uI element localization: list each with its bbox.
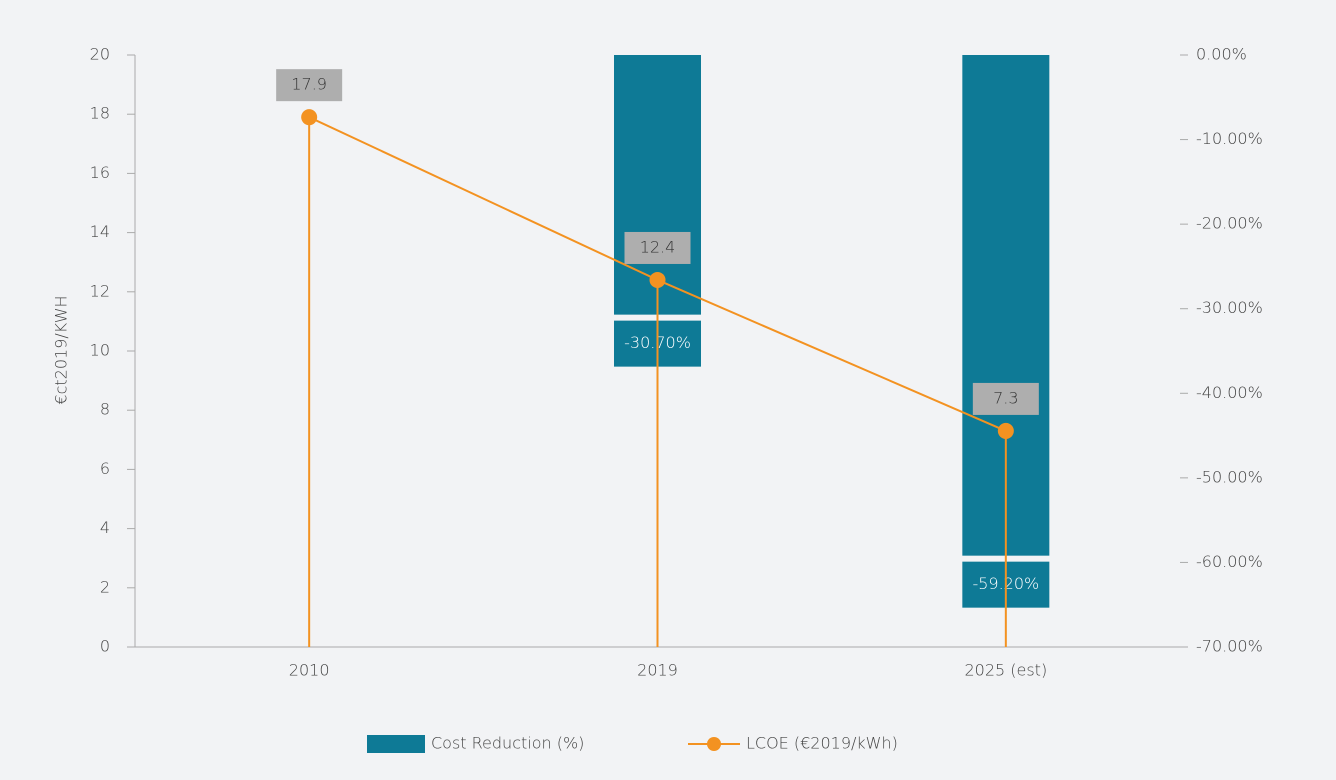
value-label: 7.3: [993, 388, 1018, 407]
y-tick-label: 2: [100, 577, 110, 596]
y-tick-label: 8: [100, 400, 110, 419]
legend-swatch: [367, 735, 425, 753]
x-tick-label: 2019: [637, 661, 678, 680]
value-label: 17.9: [291, 75, 327, 94]
y2-tick-label: -50.00%: [1196, 467, 1263, 486]
y-tick-label: 16: [90, 163, 110, 182]
y2-tick-label: -20.00%: [1196, 214, 1263, 233]
y2-tick-label: -10.00%: [1196, 129, 1263, 148]
value-label-box: [972, 382, 1039, 415]
bar: [614, 55, 701, 315]
value-label: 12.4: [640, 237, 676, 256]
marker: [649, 271, 666, 288]
y-axis-label: €ct2019/KWH: [52, 295, 71, 404]
y-tick-label: 0: [100, 637, 110, 656]
y-tick-label: 18: [90, 104, 110, 123]
y2-tick-label: -60.00%: [1196, 552, 1263, 571]
y-tick-label: 14: [90, 222, 110, 241]
value-label-box: [624, 231, 691, 264]
value-label-box: [276, 69, 343, 102]
x-tick-label: 2010: [289, 661, 330, 680]
y-tick-label: 10: [90, 341, 110, 360]
y2-tick-label: -40.00%: [1196, 383, 1263, 402]
y-tick-label: 20: [90, 45, 110, 64]
marker: [997, 422, 1014, 439]
y-tick-label: 4: [100, 518, 110, 537]
y-tick-label: 12: [90, 281, 110, 300]
legend-marker: [707, 737, 721, 751]
marker: [301, 109, 318, 126]
legend-label: Cost Reduction (%): [431, 734, 584, 753]
y2-tick-label: 0.00%: [1196, 45, 1247, 64]
y2-tick-label: -70.00%: [1196, 637, 1263, 656]
x-tick-label: 2025 (est): [964, 661, 1047, 680]
legend-label: LCOE (€2019/kWh): [746, 734, 898, 753]
y2-tick-label: -30.00%: [1196, 298, 1263, 317]
y-tick-label: 6: [100, 459, 110, 478]
